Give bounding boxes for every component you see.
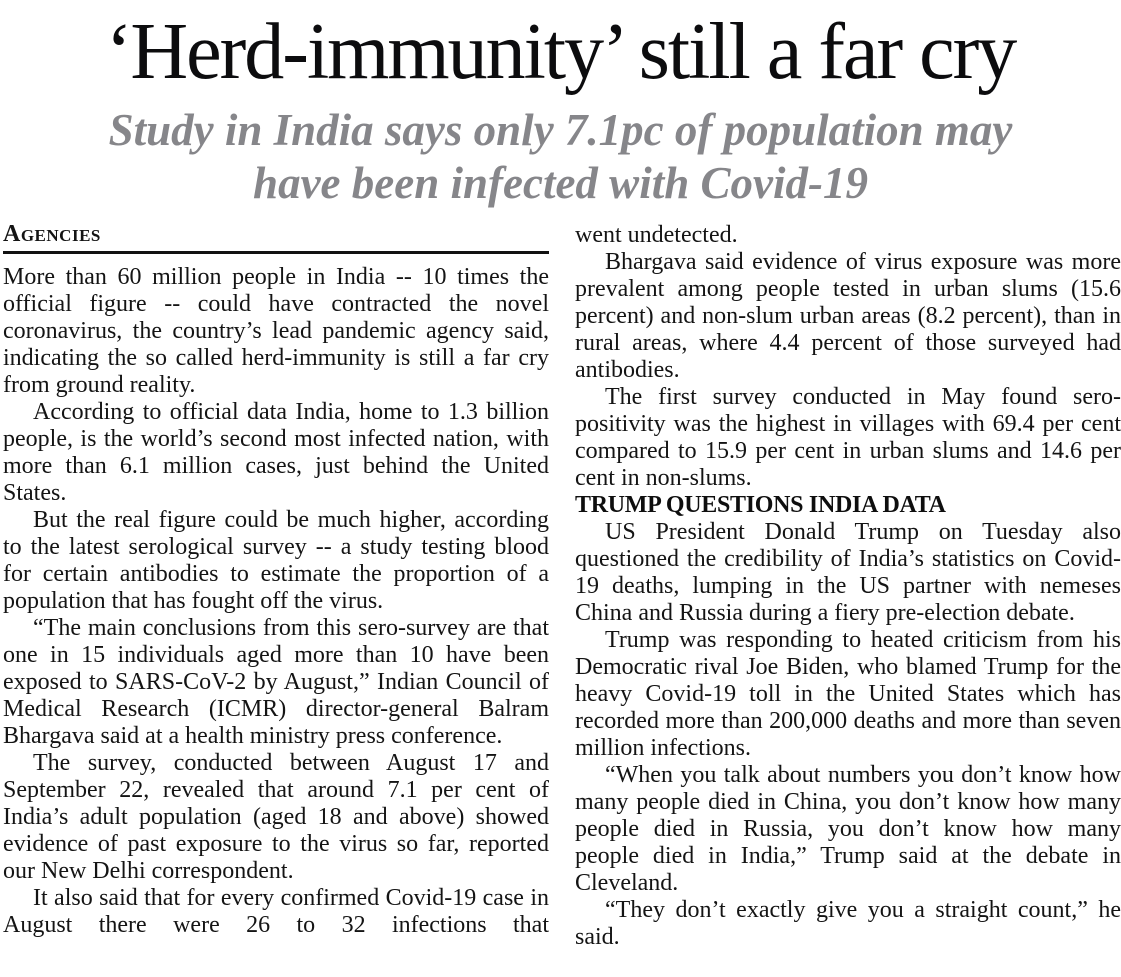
subheadline-line-1: Study in India says only 7.1pc of popula… bbox=[108, 105, 1013, 155]
subheadline-line-2: have been infected with Covid-19 bbox=[253, 158, 868, 208]
paragraph-11: “When you talk about numbers you don’t k… bbox=[575, 762, 1121, 896]
paragraph-9: US President Donald Trump on Tuesday als… bbox=[575, 519, 1121, 626]
paragraph-2: According to official data India, home t… bbox=[3, 399, 549, 506]
article-headline: ‘Herd-immunity’ still a far cry bbox=[105, 8, 1018, 96]
paragraph-12: “They don’t exactly give you a straight … bbox=[575, 897, 1121, 950]
left-column: Agencies More than 60 million people in … bbox=[3, 222, 549, 951]
paragraph-1: More than 60 million people in India -- … bbox=[3, 264, 549, 398]
paragraph-6-start: It also said that for every confirmed Co… bbox=[3, 885, 549, 938]
paragraph-5: The survey, conducted between August 17 … bbox=[3, 750, 549, 884]
article-body: Agencies More than 60 million people in … bbox=[0, 222, 1121, 951]
byline: Agencies bbox=[3, 221, 101, 247]
paragraph-3: But the real figure could be much higher… bbox=[3, 507, 549, 614]
paragraph-4: “The main conclusions from this sero-sur… bbox=[3, 615, 549, 749]
section-header-trump-questions-india-data: TRUMP QUESTIONS INDIA DATA bbox=[575, 492, 946, 518]
right-column: went undetected. Bhargava said evidence … bbox=[575, 222, 1121, 951]
byline-rule: Agencies bbox=[3, 222, 549, 254]
paragraph-7: Bhargava said evidence of virus exposure… bbox=[575, 249, 1121, 383]
paragraph-8: The first survey conducted in May found … bbox=[575, 384, 1121, 491]
paragraph-10: Trump was responding to heated criticism… bbox=[575, 627, 1121, 761]
paragraph-6-continuation: went undetected. bbox=[575, 222, 738, 248]
article-subheadline: Study in India says only 7.1pc of popula… bbox=[0, 104, 1121, 210]
